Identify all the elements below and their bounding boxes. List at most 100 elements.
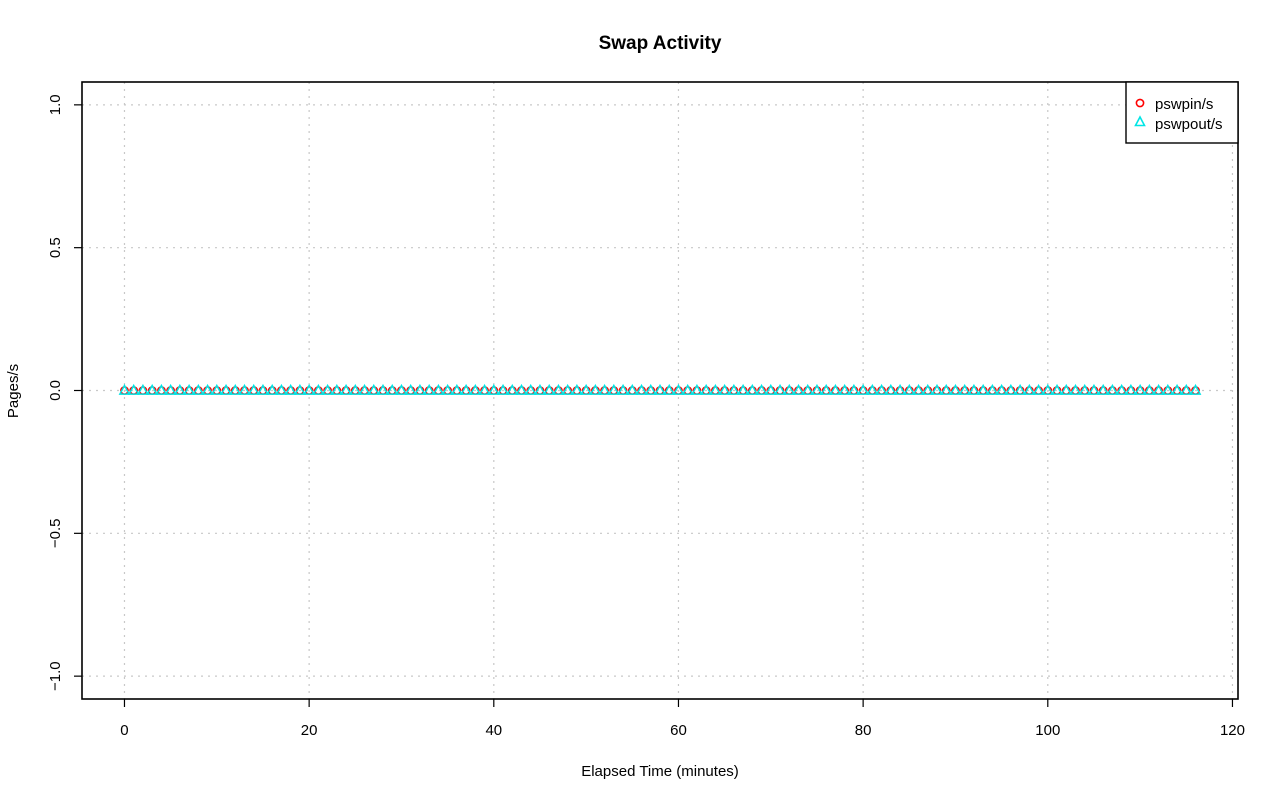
data-point-triangle — [118, 383, 131, 395]
y-tick-label: 0.5 — [47, 237, 64, 258]
x-tick-label: 120 — [1220, 722, 1245, 739]
data-point-triangle — [709, 383, 722, 395]
data-point-triangle — [811, 383, 823, 395]
data-point-triangle — [552, 383, 565, 395]
data-point-triangle — [654, 383, 666, 395]
data-point-triangle — [1097, 383, 1110, 395]
data-point-triangle — [921, 383, 934, 395]
data-point-triangle — [598, 383, 611, 395]
data-point-triangle — [146, 383, 159, 395]
data-point-triangle — [866, 383, 879, 395]
data-point-triangle — [441, 383, 454, 395]
data-point-triangle — [1023, 383, 1036, 395]
data-point-triangle — [1143, 383, 1156, 395]
legend-label-pswpin: pswpin/s — [1155, 96, 1213, 113]
data-point-triangle — [1060, 383, 1073, 395]
data-point-triangle — [377, 383, 389, 395]
data-point-triangle — [875, 383, 888, 395]
legend: pswpin/s pswpout/s — [1125, 81, 1239, 144]
data-point-triangle — [1014, 383, 1026, 395]
data-point-triangle — [1152, 383, 1165, 395]
data-point-triangle — [1115, 383, 1128, 395]
data-point-triangle — [137, 383, 149, 395]
data-point-triangle — [903, 383, 916, 395]
data-point-triangle — [681, 383, 694, 395]
data-point-triangle — [257, 383, 269, 395]
data-point-triangle — [340, 383, 352, 395]
data-point-triangle — [423, 383, 436, 395]
data-point-triangle — [238, 383, 251, 395]
data-point-triangle — [1088, 383, 1100, 395]
data-point-triangle — [1032, 383, 1045, 395]
data-point-triangle — [1125, 383, 1137, 395]
grid-lines — [82, 82, 1238, 699]
data-point-triangle — [506, 383, 519, 395]
data-point-triangle — [958, 383, 971, 395]
data-point-triangle — [1134, 383, 1146, 395]
data-point-triangle — [395, 383, 408, 395]
y-tick-label: −1.0 — [47, 661, 64, 691]
data-point-triangle — [1051, 383, 1063, 395]
x-tick-label: 40 — [485, 722, 502, 739]
data-point-triangle — [995, 383, 1008, 395]
x-tick-label: 60 — [670, 722, 687, 739]
data-point-triangle — [460, 383, 472, 395]
data-point-triangle — [1189, 383, 1202, 395]
data-point-triangle — [1041, 383, 1054, 395]
data-point-triangle — [321, 383, 334, 395]
data-point-triangle — [977, 383, 990, 395]
data-point-triangle — [1069, 383, 1082, 395]
data-point-triangle — [478, 383, 491, 395]
data-point-triangle — [912, 383, 925, 395]
data-point-triangle — [192, 383, 205, 395]
data-point-triangle — [349, 383, 362, 395]
x-tick-label: 80 — [855, 722, 872, 739]
y-axis: −1.0 −0.5 0.0 0.5 1.0 — [47, 94, 82, 691]
y-tick-label: 1.0 — [47, 94, 64, 115]
data-point-triangle — [792, 383, 805, 395]
data-point-triangle — [414, 383, 426, 395]
data-point-triangle — [210, 383, 223, 395]
data-point-triangle — [728, 383, 740, 395]
legend-label-pswpout: pswpout/s — [1155, 116, 1223, 133]
data-point-triangle — [949, 383, 962, 395]
data-point-triangle — [820, 383, 833, 395]
data-point-triangle — [229, 383, 242, 395]
data-point-triangle — [580, 383, 592, 395]
data-point-triangle — [607, 383, 620, 395]
data-point-triangle — [534, 383, 546, 395]
data-point-triangle — [330, 383, 343, 395]
data-point-triangle — [312, 383, 325, 395]
x-axis-label: Elapsed Time (minutes) — [581, 763, 739, 780]
data-point-triangle — [644, 383, 657, 395]
legend-triangle-marker — [1134, 115, 1146, 127]
data-point-triangle — [155, 383, 168, 395]
data-point-triangle — [829, 383, 842, 395]
data-point-triangle — [487, 383, 500, 395]
data-point-triangle — [691, 383, 703, 395]
data-point-triangle — [635, 383, 648, 395]
plot-series — [118, 383, 1202, 395]
data-point-triangle — [469, 383, 482, 395]
data-point-triangle — [764, 383, 777, 395]
series-pswpouts — [118, 383, 1202, 395]
data-point-triangle — [201, 383, 214, 395]
x-tick-label: 100 — [1035, 722, 1060, 739]
data-point-triangle — [931, 383, 943, 395]
data-point-triangle — [1078, 383, 1091, 395]
data-point-triangle — [1161, 383, 1174, 395]
data-point-triangle — [303, 383, 315, 395]
data-point-triangle — [497, 383, 509, 395]
data-point-triangle — [857, 383, 869, 395]
data-point-triangle — [127, 383, 140, 395]
plot-frame — [81, 81, 1239, 700]
data-point-triangle — [386, 383, 399, 395]
x-tick-label: 0 — [120, 722, 128, 739]
data-point-triangle — [220, 383, 232, 395]
data-point-triangle — [367, 383, 380, 395]
data-point-triangle — [718, 383, 731, 395]
data-point-triangle — [589, 383, 602, 395]
data-point-triangle — [848, 383, 860, 395]
data-point-triangle — [746, 383, 759, 395]
